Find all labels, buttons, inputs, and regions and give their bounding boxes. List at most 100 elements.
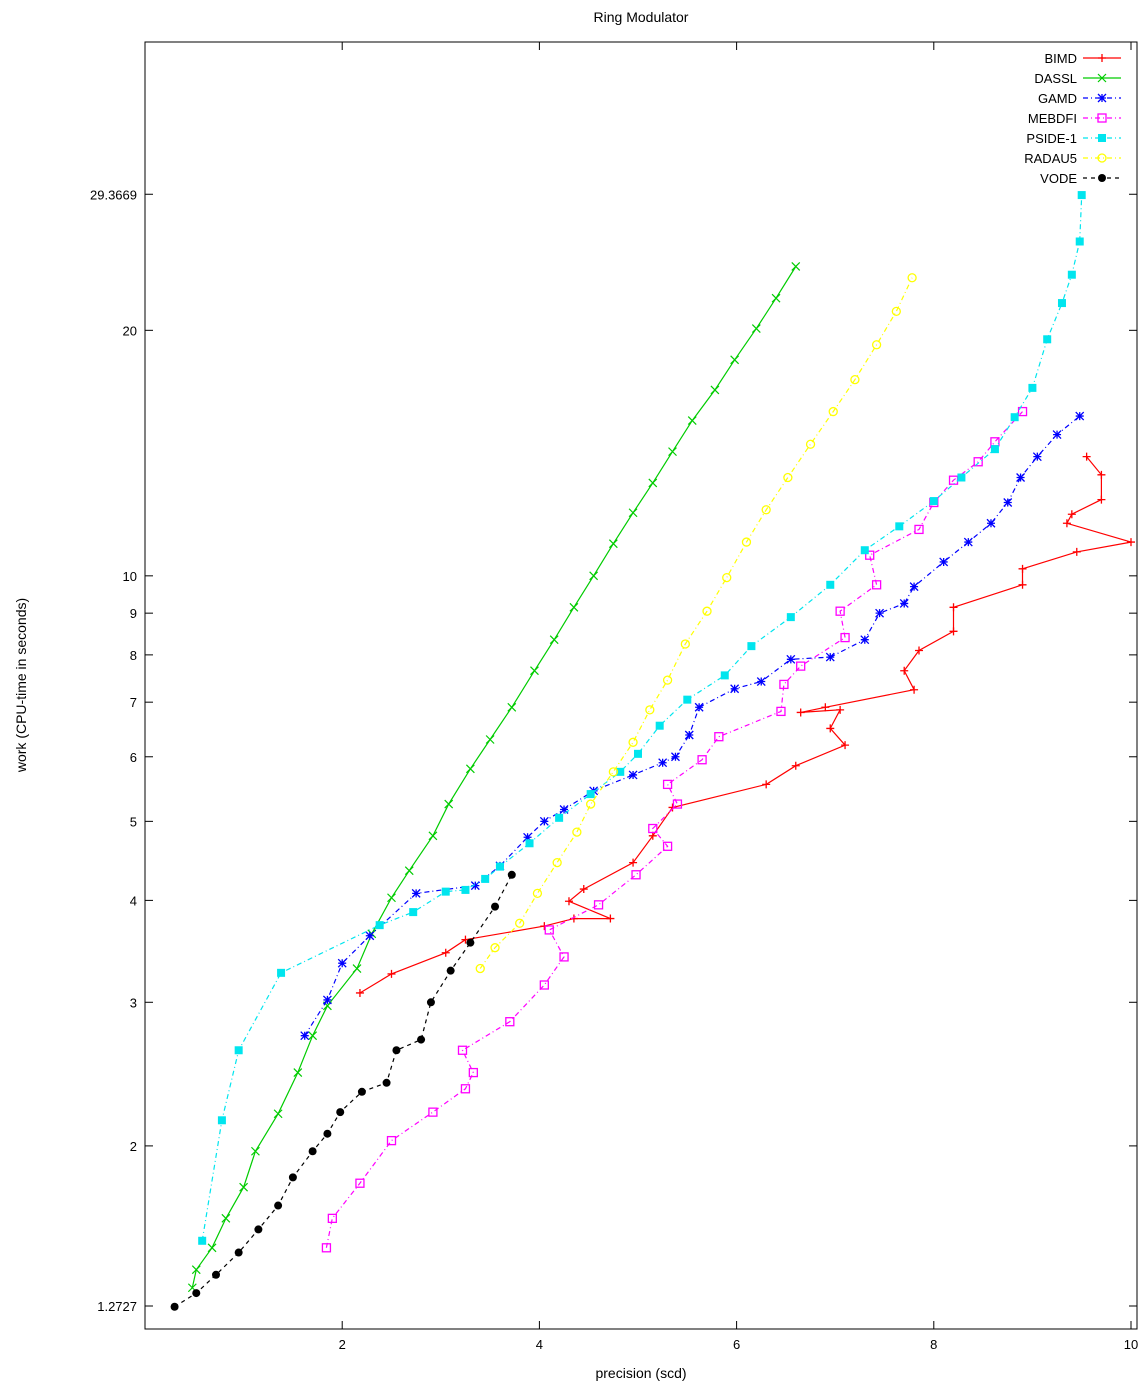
data-point-dassl bbox=[771, 293, 781, 303]
data-point-mebdfi bbox=[865, 550, 875, 560]
data-point-radau5 bbox=[586, 799, 596, 809]
data-point-gamd bbox=[1016, 473, 1026, 482]
data-point-bimd bbox=[355, 988, 364, 997]
data-point-vode bbox=[466, 938, 475, 947]
data-point-gamd bbox=[986, 518, 996, 528]
y-tick-label: 1.2727 bbox=[97, 1299, 137, 1314]
data-point-pside-1 bbox=[826, 580, 835, 589]
series-pside-1 bbox=[198, 191, 1086, 1245]
legend-label-radau5: RADAU5 bbox=[1024, 151, 1077, 166]
data-point-bimd bbox=[796, 708, 805, 717]
series-layer bbox=[170, 191, 1135, 1311]
series-radau5 bbox=[475, 273, 917, 974]
data-point-radau5 bbox=[572, 827, 582, 837]
x-tick-label: 10 bbox=[1124, 1337, 1138, 1352]
data-point-pside-1 bbox=[990, 445, 999, 454]
data-point-mebdfi bbox=[714, 732, 724, 742]
data-point-radau5 bbox=[891, 306, 901, 317]
data-point-bimd bbox=[1072, 547, 1081, 556]
data-point-radau5 bbox=[645, 705, 655, 715]
legend-marker-pside-1 bbox=[1098, 134, 1106, 142]
data-point-bimd bbox=[629, 858, 638, 867]
legend: BIMD DASSL GAMD MEBDFI PSIDE-1 RADAU5 VODE bbox=[1024, 51, 1121, 186]
data-point-dassl bbox=[251, 1146, 260, 1156]
data-point-mebdfi bbox=[559, 952, 569, 962]
series-bimd bbox=[355, 452, 1135, 997]
data-point-vode bbox=[491, 902, 500, 911]
data-point-pside-1 bbox=[461, 885, 470, 894]
data-point-pside-1 bbox=[441, 887, 450, 896]
data-point-bimd bbox=[1018, 580, 1027, 589]
data-point-gamd bbox=[1052, 430, 1062, 440]
data-point-bimd bbox=[821, 703, 830, 712]
data-point-gamd bbox=[628, 770, 638, 780]
data-point-dassl bbox=[589, 571, 599, 581]
data-point-mebdfi bbox=[505, 1017, 515, 1027]
data-point-dassl bbox=[608, 539, 618, 549]
data-point-gamd bbox=[322, 995, 332, 1005]
legend-marker-vode bbox=[1098, 174, 1106, 182]
data-point-vode bbox=[392, 1046, 401, 1055]
data-point-vode bbox=[357, 1087, 366, 1096]
chart-title: Ring Modulator bbox=[594, 9, 689, 25]
data-point-bimd bbox=[1127, 538, 1135, 547]
series-line-mebdfi bbox=[325, 411, 1023, 1248]
data-point-vode bbox=[323, 1129, 332, 1138]
data-point-vode bbox=[211, 1270, 220, 1279]
data-point-gamd bbox=[658, 758, 668, 768]
data-point-radau5 bbox=[532, 888, 543, 899]
data-point-radau5 bbox=[662, 675, 673, 685]
series-line-gamd bbox=[304, 415, 1081, 1037]
data-point-radau5 bbox=[702, 606, 712, 616]
data-point-gamd bbox=[756, 677, 766, 686]
data-point-dassl bbox=[569, 602, 579, 612]
y-tick-label: 2 bbox=[130, 1139, 137, 1154]
data-point-pside-1 bbox=[957, 473, 966, 482]
series-mebdfi bbox=[321, 406, 1028, 1253]
data-point-mebdfi bbox=[460, 1084, 471, 1094]
data-point-radau5 bbox=[628, 737, 638, 747]
data-point-dassl bbox=[221, 1213, 231, 1223]
data-point-dassl bbox=[549, 635, 559, 645]
data-point-mebdfi bbox=[697, 755, 707, 765]
data-point-bimd bbox=[1018, 564, 1027, 573]
data-point-dassl bbox=[530, 666, 539, 676]
data-point-gamd bbox=[963, 537, 973, 547]
data-point-bimd bbox=[762, 780, 771, 789]
y-tick-label: 8 bbox=[130, 648, 137, 663]
data-point-radau5 bbox=[907, 273, 917, 283]
y-tick-label: 7 bbox=[130, 695, 137, 710]
x-axis-title: precision (scd) bbox=[595, 1365, 686, 1381]
data-point-mebdfi bbox=[593, 900, 604, 910]
data-point-mebdfi bbox=[631, 870, 641, 880]
data-point-pside-1 bbox=[198, 1236, 207, 1245]
data-point-bimd bbox=[1082, 452, 1091, 461]
data-point-pside-1 bbox=[634, 749, 642, 758]
legend-label-gamd: GAMD bbox=[1038, 91, 1077, 106]
x-tick-label: 2 bbox=[339, 1337, 346, 1352]
data-point-mebdfi bbox=[796, 661, 806, 671]
data-point-vode bbox=[446, 966, 455, 975]
legend-label-mebdfi: MEBDFI bbox=[1028, 111, 1077, 126]
data-point-gamd bbox=[860, 635, 870, 645]
data-point-bimd bbox=[1062, 519, 1071, 528]
data-point-bimd bbox=[915, 646, 924, 655]
legend-label-bimd: BIMD bbox=[1045, 51, 1078, 66]
data-point-pside-1 bbox=[409, 908, 418, 917]
data-point-radau5 bbox=[475, 963, 485, 974]
data-point-pside-1 bbox=[277, 968, 286, 977]
series-gamd bbox=[300, 411, 1085, 1041]
data-point-dassl bbox=[791, 262, 801, 271]
data-point-mebdfi bbox=[835, 606, 845, 616]
data-point-dassl bbox=[710, 385, 720, 395]
data-point-dassl bbox=[428, 831, 438, 841]
data-point-gamd bbox=[300, 1031, 310, 1041]
legend-marker-dassl bbox=[1097, 73, 1107, 83]
data-point-dassl bbox=[273, 1109, 283, 1119]
data-point-dassl bbox=[293, 1068, 303, 1077]
data-point-radau5 bbox=[515, 918, 525, 928]
data-point-pside-1 bbox=[895, 522, 904, 531]
data-point-mebdfi bbox=[776, 706, 786, 717]
data-point-gamd bbox=[1003, 498, 1013, 507]
